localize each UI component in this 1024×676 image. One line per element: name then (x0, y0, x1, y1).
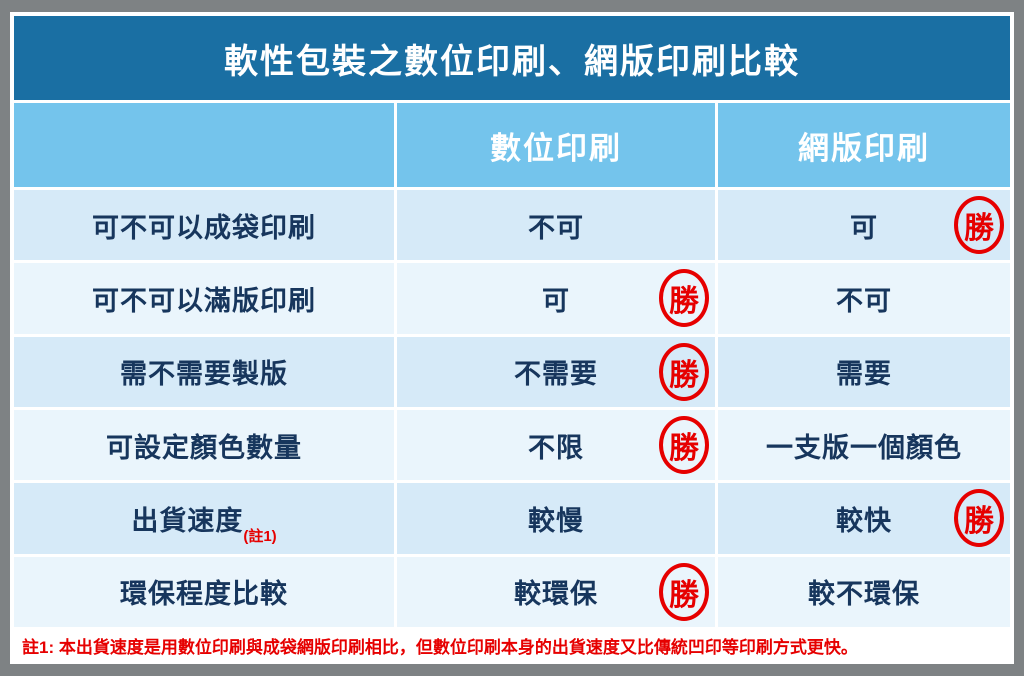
screen-printing-value: 需要 (836, 359, 892, 390)
digital-printing-value: 不可 (528, 212, 584, 243)
screen-printing-value: 較快 (836, 505, 892, 536)
digital-printing-value: 較環保 (514, 579, 598, 610)
header-cell-empty (14, 103, 394, 187)
row-label-cell: 需不需要製版 (14, 336, 394, 407)
screen-printing-value: 不可 (836, 285, 892, 316)
table-header-row: 數位印刷 網版印刷 (14, 103, 1010, 187)
win-stamp-badge: 勝 (954, 196, 1004, 255)
row-label: 環保程度比較 (120, 579, 288, 610)
screen-printing-cell: 不可 (718, 263, 1010, 334)
row-label-note: (註1) (243, 527, 277, 545)
digital-printing-cell: 較慢 (397, 483, 715, 554)
win-stamp-badge: 勝 (659, 416, 709, 475)
win-stamp-badge: 勝 (954, 489, 1004, 548)
digital-printing-cell: 不限 勝 (397, 409, 715, 481)
digital-printing-value: 不需要 (514, 359, 598, 390)
page-title: 軟性包裝之數位印刷、網版印刷比較 (14, 16, 1010, 100)
table-row: 可設定顏色數量 不限 勝 一支版一個顏色 (14, 409, 1010, 481)
table-row: 需不需要製版 不需要 勝 需要 (14, 336, 1010, 407)
screen-printing-cell: 較快 勝 (718, 483, 1010, 554)
header-cell-digital-printing: 數位印刷 (397, 103, 715, 187)
screen-printing-cell: 需要 (718, 336, 1010, 407)
row-label-cell: 可不可以滿版印刷 (14, 263, 394, 334)
screen-printing-value: 可 (850, 212, 878, 243)
header-cell-screen-printing: 網版印刷 (718, 103, 1010, 187)
table-row: 出貨速度 (註1) 較慢 較快 勝 (14, 483, 1010, 554)
screen-printing-value: 較不環保 (808, 579, 920, 610)
digital-printing-cell: 不需要 勝 (397, 336, 715, 407)
row-label: 出貨速度 (131, 505, 244, 536)
table-rows: 可不可以成袋印刷 不可可勝可不可以滿版印刷可勝不可 需不需要製版 不需要勝需要 可設定顏… (14, 190, 1010, 627)
digital-printing-value: 可 (542, 285, 570, 316)
row-label: 可不可以成袋印刷 (92, 212, 316, 243)
win-stamp-badge: 勝 (659, 342, 709, 401)
table-row: 環保程度比較 較環保 勝 較不環保 (14, 556, 1010, 627)
screen-printing-value: 一支版一個顏色 (766, 432, 962, 463)
row-label: 可設定顏色數量 (106, 432, 302, 463)
digital-printing-cell: 可勝 (397, 263, 715, 334)
digital-printing-value: 較慢 (528, 505, 584, 536)
comparison-table: 軟性包裝之數位印刷、網版印刷比較 數位印刷 網版印刷 可不可以成袋印刷 不可可勝可… (10, 12, 1014, 664)
digital-printing-cell: 較環保 勝 (397, 556, 715, 627)
digital-printing-cell: 不可 (397, 190, 715, 261)
row-label-cell: 環保程度比較 (14, 556, 394, 627)
screen-printing-cell: 一支版一個顏色 (718, 409, 1010, 481)
table-row: 可不可以成袋印刷 不可可勝 (14, 190, 1010, 261)
footnote: 註1: 本出貨速度是用數位印刷與成袋網版印刷相比，但數位印刷本身的出貨速度又比傳… (14, 630, 1010, 660)
row-label: 需不需要製版 (120, 359, 288, 390)
win-stamp-badge: 勝 (659, 269, 709, 328)
screen-printing-cell: 較不環保 (718, 556, 1010, 627)
row-label-cell: 可設定顏色數量 (14, 409, 394, 481)
table-row: 可不可以滿版印刷可勝不可 (14, 263, 1010, 334)
win-stamp-badge: 勝 (659, 562, 709, 621)
screen-printing-cell: 可勝 (718, 190, 1010, 261)
row-label: 可不可以滿版印刷 (92, 285, 316, 316)
row-label-cell: 可不可以成袋印刷 (14, 190, 394, 261)
row-label-cell: 出貨速度 (註1) (14, 483, 394, 554)
digital-printing-value: 不限 (528, 432, 584, 463)
